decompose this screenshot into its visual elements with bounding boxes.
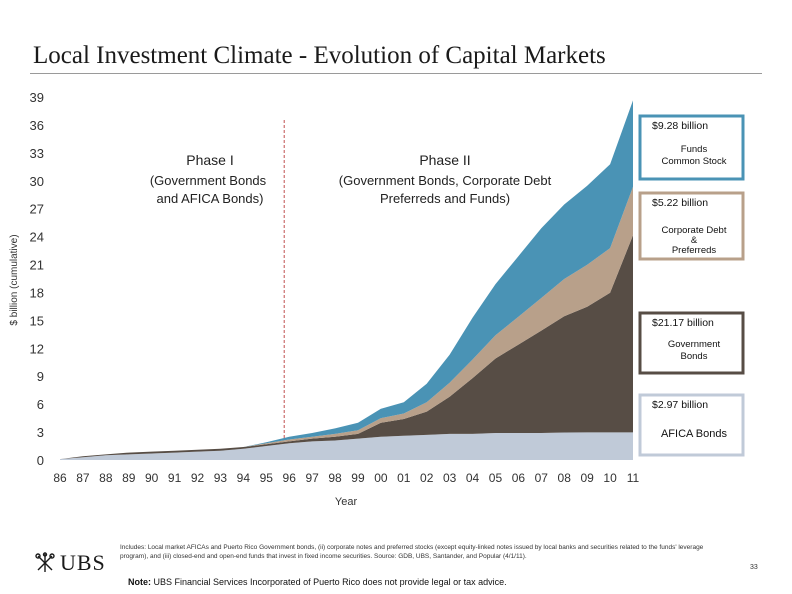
y-tick-label: 18 bbox=[30, 285, 44, 300]
x-tick-label: 05 bbox=[489, 471, 503, 485]
page-number: 33 bbox=[750, 564, 758, 571]
x-tick-label: 99 bbox=[351, 471, 365, 485]
phase-text-line1: (Government Bonds bbox=[150, 173, 267, 188]
legend-amount: $21.17 billion bbox=[652, 317, 714, 329]
x-tick-label: 87 bbox=[76, 471, 90, 485]
series-area-1 bbox=[60, 235, 633, 460]
legend-label: Bonds bbox=[681, 351, 708, 362]
x-tick-label: 92 bbox=[191, 471, 205, 485]
legend-label: Funds bbox=[681, 144, 708, 155]
x-tick-label: 03 bbox=[443, 471, 457, 485]
y-tick-label: 6 bbox=[37, 397, 44, 412]
y-tick-label: 39 bbox=[30, 90, 44, 105]
legend-box bbox=[638, 114, 745, 181]
chart-legend: $9.28 billion $5.22 billion $21.17 billion… bbox=[638, 114, 745, 457]
x-tick-label: 88 bbox=[99, 471, 113, 485]
footnote: Includes: Local market AFICAs and Puerto… bbox=[120, 544, 704, 560]
x-tick-label: 94 bbox=[237, 471, 251, 485]
y-tick-label: 33 bbox=[30, 146, 44, 161]
x-tick-label: 98 bbox=[328, 471, 342, 485]
legend-label: Corporate Debt bbox=[662, 225, 727, 236]
note-text: UBS Financial Services Incorporated of P… bbox=[151, 577, 507, 587]
phase-title: Phase II bbox=[419, 152, 470, 168]
x-tick-label: 86 bbox=[53, 471, 67, 485]
legend-amount: $9.28 billion bbox=[652, 120, 708, 132]
x-tick-label: 89 bbox=[122, 471, 136, 485]
y-tick-label: 0 bbox=[37, 453, 44, 468]
legend-box bbox=[638, 191, 745, 261]
y-tick-label: 12 bbox=[30, 341, 44, 356]
phase-text-line1: (Government Bonds, Corporate Debt bbox=[339, 173, 552, 188]
y-tick-label: 3 bbox=[37, 425, 44, 440]
disclaimer-note: Note: UBS Financial Services Incorporate… bbox=[128, 577, 507, 587]
x-tick-label: 91 bbox=[168, 471, 182, 485]
x-tick-label: 07 bbox=[535, 471, 549, 485]
legend-amount: $2.97 billion bbox=[652, 399, 708, 411]
x-tick-label: 90 bbox=[145, 471, 159, 485]
y-tick-label: 36 bbox=[30, 118, 44, 133]
x-tick-label: 08 bbox=[558, 471, 572, 485]
chart-areas bbox=[60, 100, 633, 460]
x-tick-label: 97 bbox=[305, 471, 319, 485]
legend-label: AFICA Bonds bbox=[661, 428, 728, 440]
x-tick-label: 96 bbox=[283, 471, 297, 485]
ubs-logo: UBS bbox=[34, 550, 106, 576]
y-tick-label: 30 bbox=[30, 174, 44, 189]
x-tick-label: 09 bbox=[580, 471, 594, 485]
series-area-2 bbox=[60, 186, 633, 460]
phase-title: Phase I bbox=[186, 152, 233, 168]
note-label: Note: bbox=[128, 577, 151, 587]
y-axis-label: $ billion (cumulative) bbox=[9, 234, 20, 325]
keys-icon bbox=[35, 552, 55, 572]
x-tick-label: 11 bbox=[627, 471, 640, 485]
logo-text: UBS bbox=[60, 550, 106, 575]
x-axis-label: Year bbox=[335, 496, 358, 508]
y-tick-label: 21 bbox=[30, 258, 44, 273]
x-tick-label: 06 bbox=[512, 471, 526, 485]
x-tick-label: 01 bbox=[397, 471, 411, 485]
x-tick-label: 04 bbox=[466, 471, 480, 485]
series-area-0 bbox=[60, 432, 633, 460]
legend-box bbox=[638, 311, 745, 375]
legend-box bbox=[638, 393, 745, 457]
legend-amount: $5.22 billion bbox=[652, 197, 708, 209]
legend-label: Preferreds bbox=[672, 245, 717, 256]
phase-annotations: Phase I (Government Bonds and AFICA Bonds)… bbox=[150, 152, 552, 206]
phase-text-line2: Preferreds and Funds) bbox=[380, 191, 510, 206]
page-title: Local Investment Climate - Evolution of … bbox=[33, 42, 606, 69]
x-tick-label: 02 bbox=[420, 471, 434, 485]
legend-label: & bbox=[691, 235, 698, 246]
legend-label: Government bbox=[668, 339, 721, 350]
x-tick-label: 95 bbox=[260, 471, 274, 485]
y-tick-label: 9 bbox=[37, 369, 44, 384]
y-tick-label: 15 bbox=[30, 313, 44, 328]
x-tick-label: 10 bbox=[603, 471, 617, 485]
phase-text-line2: and AFICA Bonds) bbox=[157, 191, 264, 206]
legend-label: Common Stock bbox=[662, 156, 727, 167]
series-area-3 bbox=[60, 100, 633, 460]
x-tick-label: 93 bbox=[214, 471, 228, 485]
y-tick-label: 27 bbox=[30, 202, 44, 217]
y-tick-label: 24 bbox=[30, 230, 44, 245]
title-divider bbox=[30, 73, 762, 74]
x-tick-label: 00 bbox=[374, 471, 388, 485]
